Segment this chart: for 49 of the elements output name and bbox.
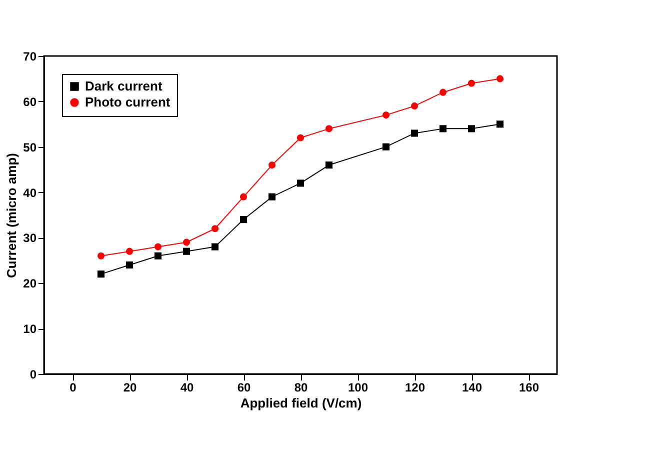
point: [325, 161, 333, 169]
y-tick-label: 30: [23, 231, 37, 246]
point: [211, 225, 219, 232]
point: [296, 180, 304, 187]
y-tick-label: 60: [23, 94, 37, 109]
x-tick-label: 40: [180, 380, 194, 394]
point: [325, 125, 333, 132]
point: [268, 193, 276, 200]
y-tick-label: 50: [23, 140, 37, 154]
point: [154, 243, 162, 250]
legend-label: Dark current: [85, 78, 163, 94]
y-tick-label: 70: [23, 50, 37, 64]
y-axis-title: Current (micro amp): [4, 153, 20, 278]
legend-label: Photo current: [85, 94, 171, 110]
point: [240, 193, 248, 200]
point: [410, 130, 418, 137]
point: [296, 134, 304, 142]
x-tick-label: 20: [123, 380, 137, 394]
x-tick-label: 160: [518, 380, 540, 394]
y-tick-label: 20: [23, 276, 37, 291]
point: [468, 125, 476, 132]
point: [468, 80, 476, 87]
x-tick-label: 60: [237, 380, 251, 394]
point: [154, 252, 162, 260]
point: [268, 162, 276, 169]
x-tick-label: 120: [404, 380, 426, 394]
point: [439, 125, 447, 132]
point: [496, 75, 504, 82]
point: [410, 102, 418, 110]
point: [126, 248, 134, 255]
y-tick-label: 10: [23, 322, 37, 336]
point: [97, 270, 105, 278]
x-tick-label: 0: [70, 380, 77, 394]
x-tick-label: 140: [462, 380, 482, 394]
x-tick-label: 100: [348, 380, 368, 394]
x-axis-title: Applied field (V/cm): [240, 396, 362, 410]
point: [240, 216, 248, 224]
point: [496, 120, 504, 128]
point: [97, 252, 105, 260]
y-tick-label: 0: [30, 368, 37, 382]
point: [382, 112, 390, 119]
point: [182, 238, 190, 246]
point: [182, 248, 190, 255]
x-tick-label: 80: [294, 380, 308, 394]
point: [382, 143, 390, 150]
y-tick-label: 40: [23, 186, 37, 200]
point: [126, 261, 134, 269]
point: [211, 243, 219, 250]
point: [439, 88, 447, 96]
